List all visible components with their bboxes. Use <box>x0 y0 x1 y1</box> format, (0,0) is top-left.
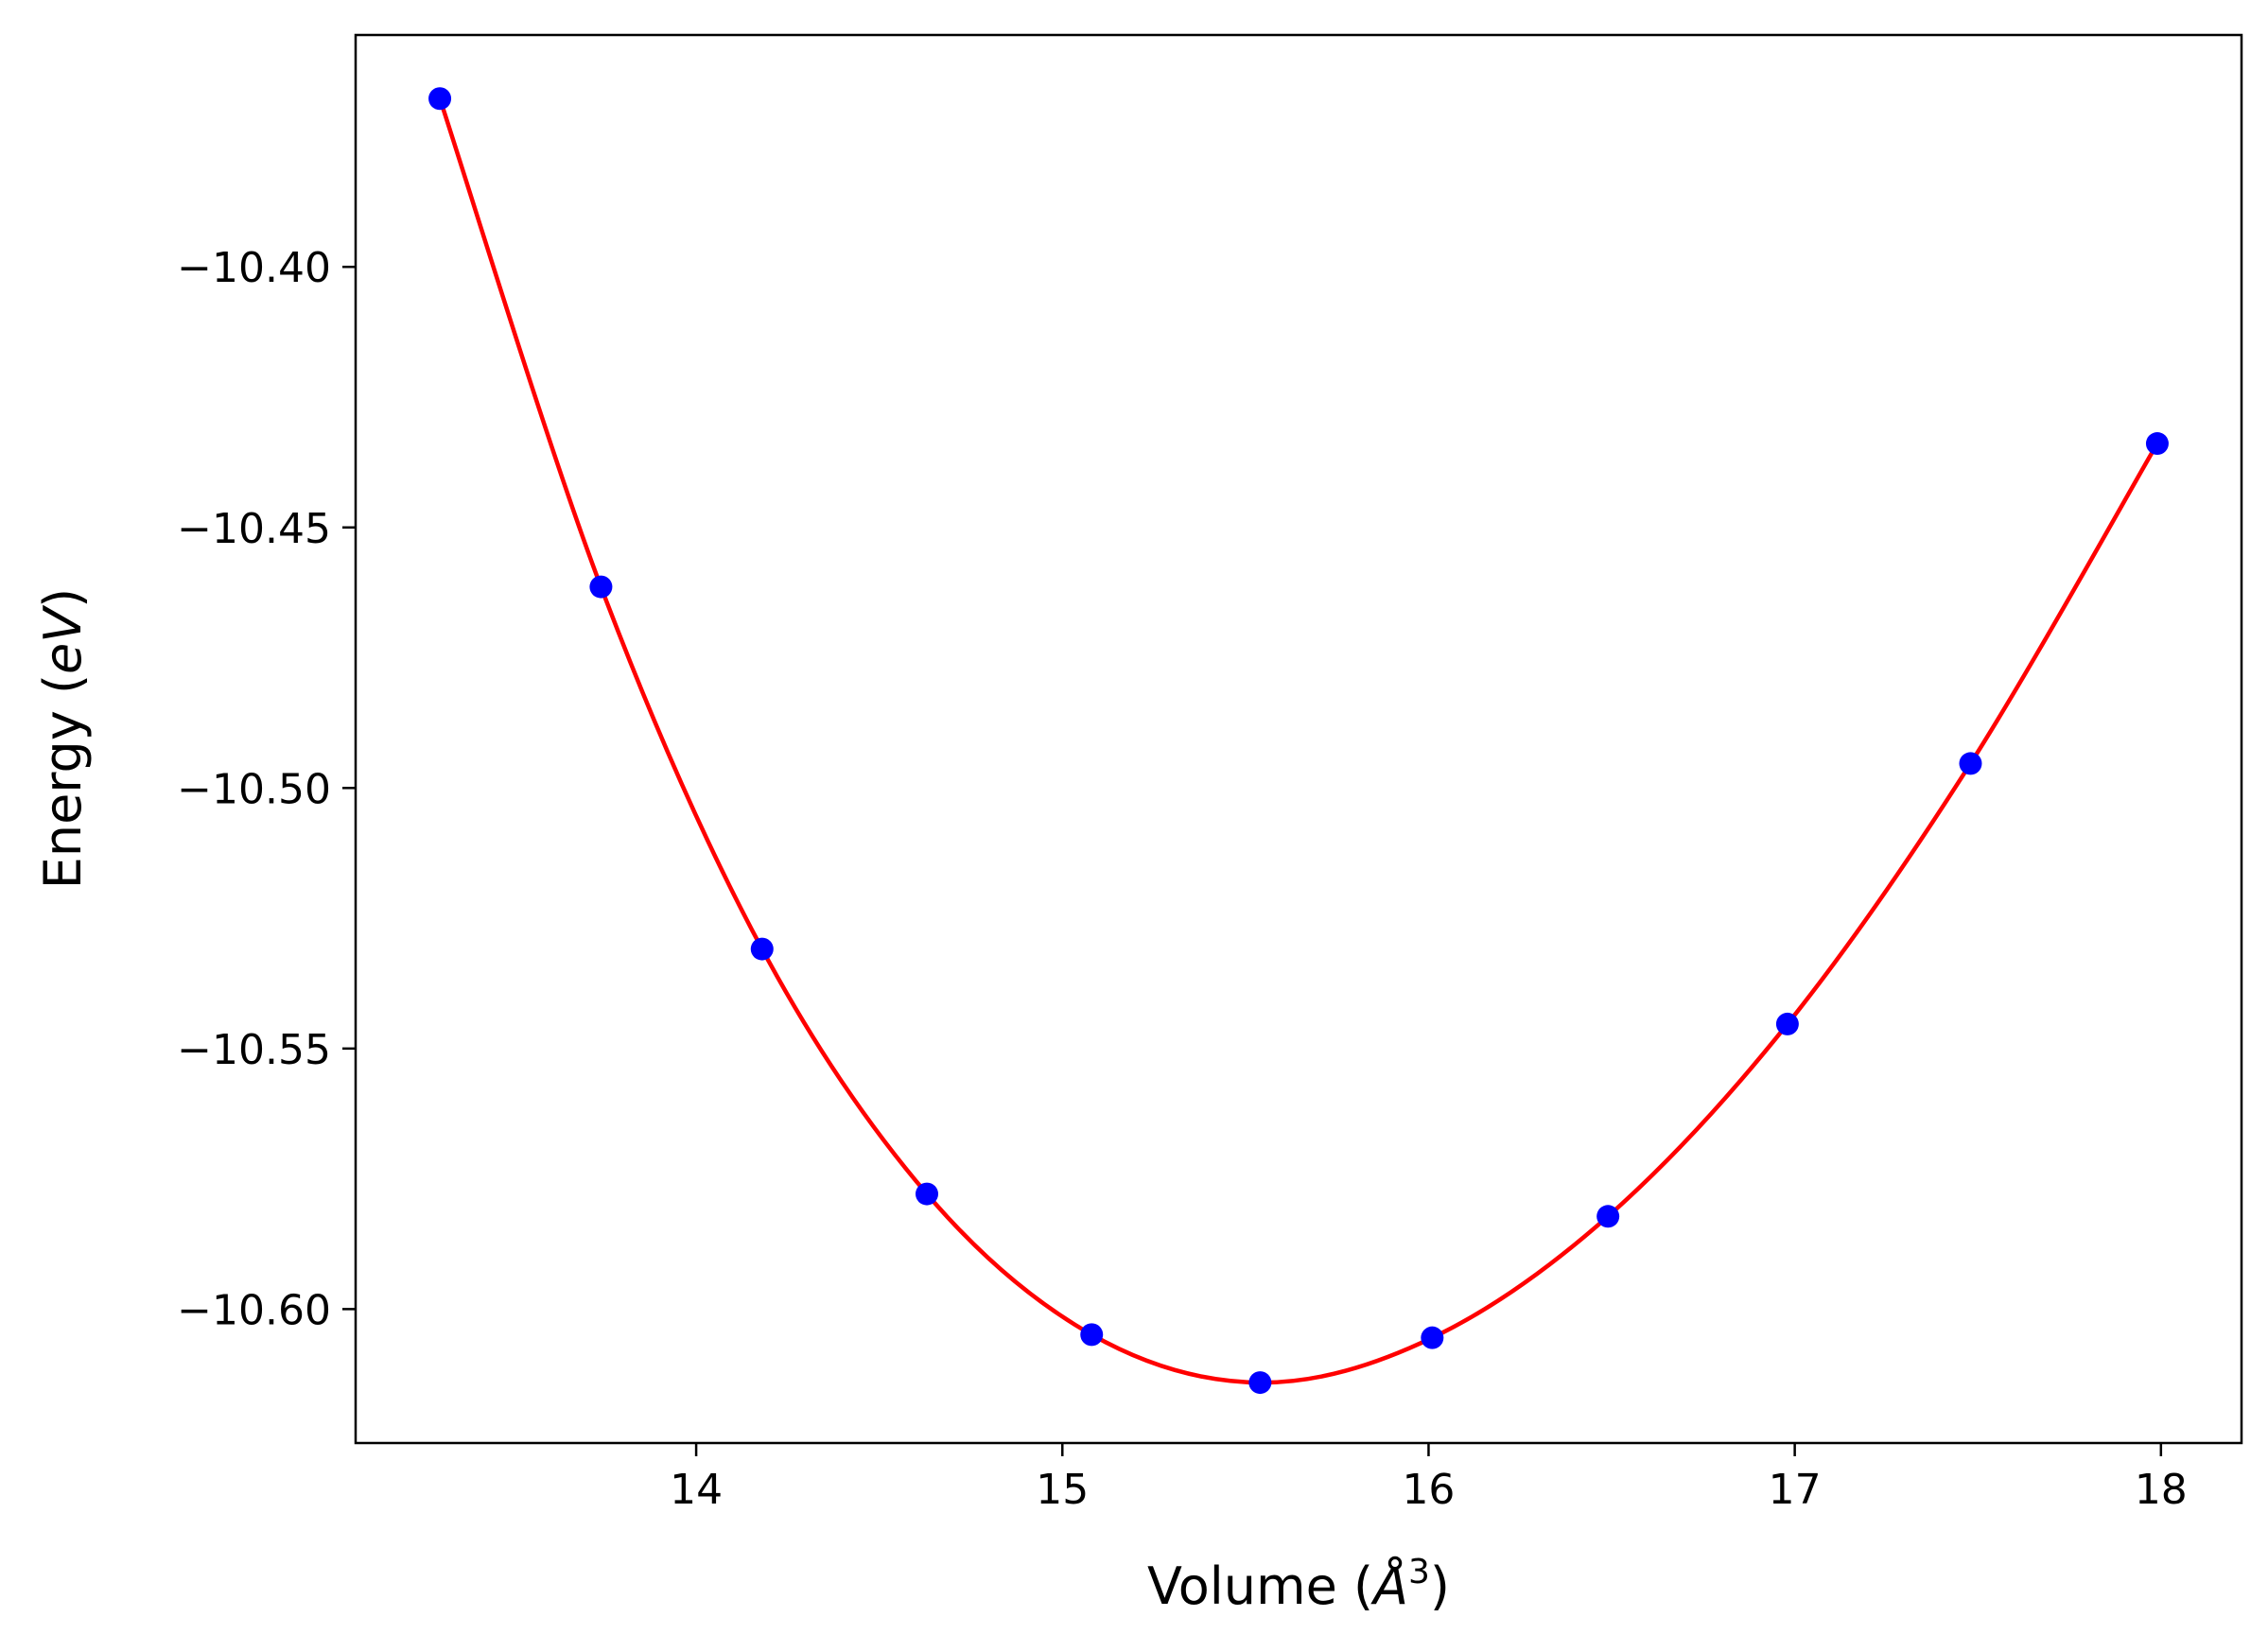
fit-curve <box>437 97 2159 1385</box>
y-axis-label-unit: eV <box>33 604 93 674</box>
data-point <box>1596 1205 1620 1228</box>
fit-curve-layer <box>437 97 2159 1385</box>
x-tick-label: 14 <box>670 1466 723 1514</box>
y-tick-label: −10.40 <box>177 244 331 292</box>
x-tick-label: 15 <box>1036 1466 1089 1514</box>
plot-frame <box>354 33 2243 1445</box>
y-axis-ticks: −10.40 −10.45 −10.50 −10.55 −10.60 <box>177 244 356 1334</box>
x-axis-label-exponent: 3 <box>1408 1553 1430 1591</box>
y-axis-label: Energy (eV) <box>33 588 93 890</box>
data-point <box>589 575 613 599</box>
data-point <box>428 87 452 111</box>
data-point <box>1248 1371 1272 1395</box>
y-tick-label: −10.55 <box>177 1026 331 1074</box>
data-point <box>750 937 774 961</box>
data-point <box>1959 752 1982 775</box>
data-point <box>1080 1323 1104 1347</box>
x-tick-label: 16 <box>1402 1466 1455 1514</box>
data-point <box>916 1182 939 1206</box>
plot-area <box>356 35 2242 1443</box>
x-axis-label-symbol: Å <box>1370 1556 1408 1616</box>
y-tick-label: −10.60 <box>177 1286 331 1334</box>
x-axis-label-prefix: Volume ( <box>1147 1556 1373 1616</box>
data-points-layer <box>428 87 2169 1395</box>
data-point <box>1775 1012 1799 1035</box>
y-axis-label-suffix: ) <box>33 588 93 608</box>
data-point <box>1421 1326 1444 1349</box>
x-tick-label: 18 <box>2135 1466 2188 1514</box>
x-axis-label: Volume (Å3) <box>1147 1553 1450 1616</box>
y-axis-label-prefix: Energy ( <box>33 674 93 889</box>
y-tick-label: −10.45 <box>177 505 331 553</box>
data-point <box>2145 432 2169 456</box>
x-axis-label-suffix: ) <box>1430 1556 1450 1616</box>
y-tick-label: −10.50 <box>177 765 331 813</box>
x-axis-ticks: 14 15 16 17 18 <box>670 1443 2188 1514</box>
x-tick-label: 17 <box>1769 1466 1822 1514</box>
